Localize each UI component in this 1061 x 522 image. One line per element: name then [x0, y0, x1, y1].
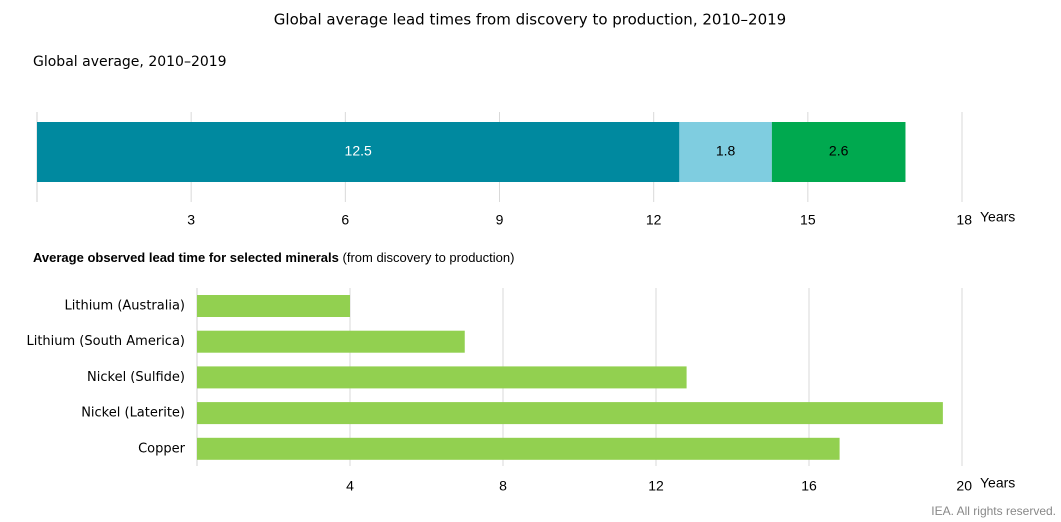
bar-segment [679, 122, 772, 182]
x-axis-label: Years [980, 209, 1015, 225]
footer: IEA. All rights reserved. [931, 504, 1056, 518]
bar [197, 366, 687, 389]
x-tick-label: 3 [187, 212, 195, 228]
x-tick-label: 15 [800, 212, 816, 228]
panel-title: Average observed lead time for selected … [33, 250, 514, 265]
x-tick-label: 4 [346, 478, 354, 494]
bar [197, 402, 943, 425]
category-label: Lithium (Australia) [65, 299, 186, 314]
value-label: 1.8 [716, 143, 736, 159]
x-tick-label: 6 [341, 212, 349, 228]
panel-subtitle: Global average, 2010–2019 [33, 54, 227, 70]
bar [197, 295, 350, 317]
bar-segment [771, 122, 906, 182]
x-axis-label: Years [980, 475, 1015, 491]
value-label: 12.5 [345, 143, 372, 159]
category-label: Lithium (South America) [26, 334, 185, 349]
category-label: Nickel (Sulfide) [87, 370, 185, 385]
value-label: 2.6 [829, 143, 849, 159]
x-tick-label: 18 [956, 212, 972, 228]
x-tick-label: 12 [648, 478, 664, 494]
x-tick-label: 12 [646, 212, 662, 228]
x-tick-label: 16 [801, 478, 817, 494]
panel-title-note: (from discovery to production) [343, 250, 515, 265]
category-label: Nickel (Laterite) [81, 406, 185, 421]
panel-title-main: Average observed lead time for selected … [33, 250, 339, 265]
bar-segment [37, 122, 680, 182]
bar [197, 330, 465, 353]
x-tick-label: 8 [499, 478, 507, 494]
chart-title: Global average lead times from discovery… [274, 11, 786, 29]
category-label: Copper [138, 441, 186, 456]
bar [197, 437, 840, 460]
x-tick-label: 20 [956, 478, 972, 494]
x-tick-label: 9 [496, 212, 504, 228]
